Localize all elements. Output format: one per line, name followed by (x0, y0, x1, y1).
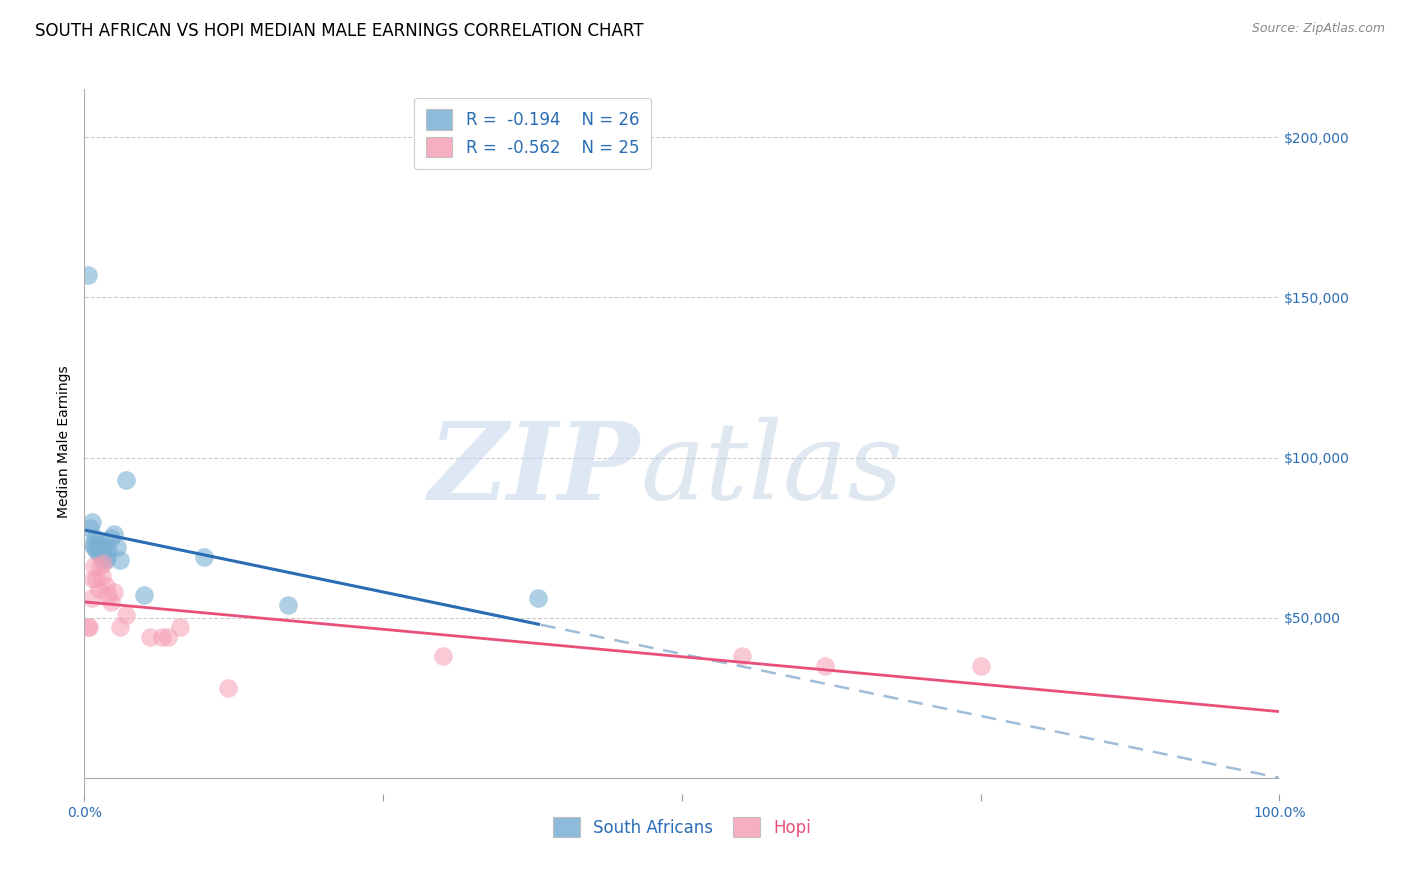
Point (96, 549, 118, 564)
Point (105, 540, 128, 554)
Point (110, 553, 132, 567)
Point (83, 540, 105, 554)
Point (87, 547, 110, 561)
Point (80, 515, 103, 529)
Point (86, 572, 108, 586)
Point (82, 537, 104, 551)
Point (150, 630, 173, 644)
Point (97, 588, 120, 602)
Point (193, 549, 215, 564)
Point (84, 531, 107, 545)
Point (91, 547, 114, 561)
Point (217, 681, 239, 696)
Point (93, 540, 115, 554)
Point (132, 588, 156, 602)
Point (970, 658, 993, 673)
Point (83, 559, 105, 574)
Point (97, 543, 120, 558)
Point (110, 620, 132, 634)
Point (86, 543, 108, 558)
Point (100, 531, 122, 545)
Point (277, 598, 299, 612)
Point (432, 649, 454, 664)
Y-axis label: Median Male Earnings: Median Male Earnings (58, 365, 72, 518)
Point (94, 579, 117, 593)
Point (169, 620, 191, 634)
Text: Source: ZipAtlas.com: Source: ZipAtlas.com (1251, 22, 1385, 36)
Point (77, 620, 100, 634)
Text: atlas: atlas (640, 417, 903, 523)
Point (90, 543, 112, 558)
Point (86, 537, 108, 551)
Point (80, 591, 103, 606)
Point (77, 268, 100, 282)
Point (103, 527, 125, 541)
Point (93, 556, 115, 570)
Point (115, 607, 138, 622)
Point (527, 591, 550, 606)
Text: SOUTH AFRICAN VS HOPI MEDIAN MALE EARNINGS CORRELATION CHART: SOUTH AFRICAN VS HOPI MEDIAN MALE EARNIN… (35, 22, 644, 40)
Point (103, 585, 125, 599)
Point (115, 473, 138, 487)
Point (89, 559, 111, 574)
Point (100, 595, 122, 609)
Point (89, 537, 111, 551)
Point (814, 658, 837, 673)
Point (79, 521, 101, 535)
Text: ZIP: ZIP (429, 417, 640, 523)
Point (93, 553, 115, 567)
Legend: South Africans, Hopi: South Africans, Hopi (541, 805, 823, 849)
Point (731, 649, 754, 664)
Point (87, 582, 110, 596)
Point (157, 630, 180, 644)
Point (91, 569, 114, 583)
Point (139, 630, 162, 644)
Point (94, 553, 117, 567)
Point (77, 620, 100, 634)
Point (82, 572, 104, 586)
